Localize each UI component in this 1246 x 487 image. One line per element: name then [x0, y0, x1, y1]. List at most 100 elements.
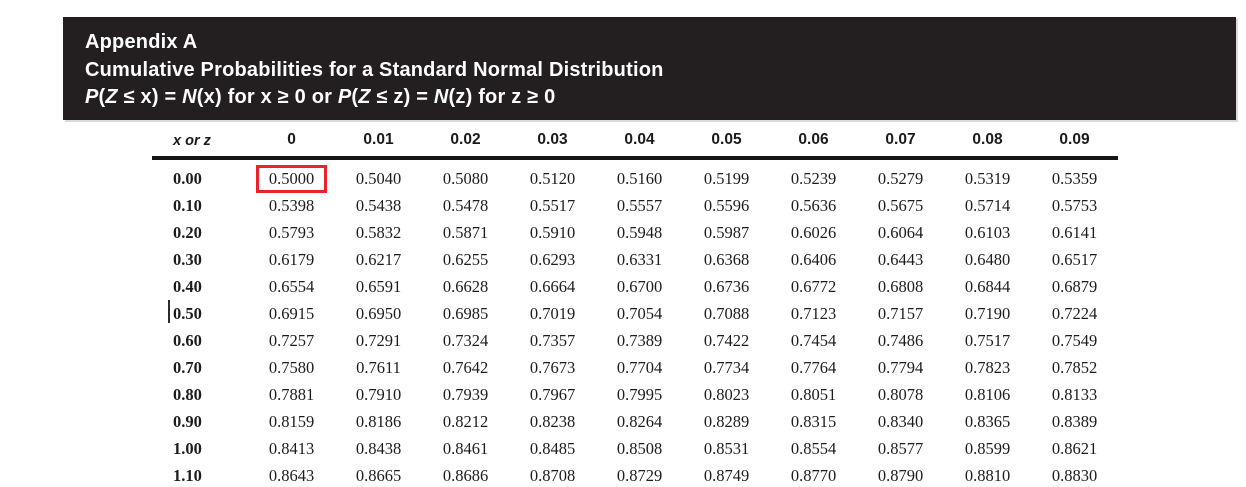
column-header: 0.02	[450, 131, 481, 148]
table-cell: 0.6554	[268, 276, 315, 296]
table-cell: 0.6772	[790, 276, 837, 296]
row-label: 0.90	[173, 411, 202, 431]
row-label: 1.10	[173, 465, 202, 485]
table-cell: 0.8461	[442, 438, 489, 458]
formula-segment: ≤ z) =	[370, 86, 434, 108]
table-cell: 0.8810	[964, 465, 1011, 485]
table-cell: 0.7939	[442, 384, 489, 404]
table-cell: 0.6255	[442, 249, 489, 269]
formula-segment: Z	[105, 86, 118, 108]
table-row: 1.10 0.8643 0.8665 0.8686 0.8708 0.8729 0.8749…	[152, 462, 1118, 487]
table-cell: 0.5160	[616, 168, 663, 188]
highlighted-value-box: 0.5000	[255, 164, 328, 193]
table-cell: 0.7389	[616, 330, 663, 350]
table-cell: 0.8643	[268, 465, 315, 485]
table-row: 0.00 0.5000 0.5040 0.5080 0.5120 0.5160 0.5199…	[152, 158, 1118, 193]
row-label: 0.00	[173, 168, 202, 188]
formula-segment: ≤ x) =	[117, 86, 183, 108]
table-cell: 0.8023	[703, 384, 750, 404]
table-cell: 0.8770	[790, 465, 837, 485]
table-cell: 0.8365	[964, 411, 1011, 431]
table-cell: 0.7422	[703, 330, 750, 350]
table-cell: 0.7454	[790, 330, 837, 350]
table-cell: 0.6179	[268, 249, 315, 269]
table-cell: 0.6293	[529, 249, 576, 269]
table-cell: 0.8051	[790, 384, 837, 404]
table-row: 0.60 0.7257 0.7291 0.7324 0.7357 0.7389 0.7422…	[152, 327, 1118, 354]
table-cell: 0.8729	[616, 465, 663, 485]
table-cell: 0.7123	[790, 303, 837, 323]
table-cell: 0.6985	[442, 303, 489, 323]
table-cell: 0.6331	[616, 249, 663, 269]
table-cell: 0.7823	[964, 357, 1011, 377]
table-cell: 0.7190	[964, 303, 1011, 323]
column-header: 0.01	[363, 131, 394, 148]
formula-segment: P	[337, 86, 352, 108]
table-cell: 0.6517	[1051, 249, 1098, 269]
table-row: 0.20 0.5793 0.5832 0.5871 0.5910 0.5948 0.5987…	[152, 219, 1118, 246]
table-cell: 0.7580	[268, 357, 315, 377]
table-cell: 0.8485	[529, 438, 576, 458]
table-cell: 0.5753	[1051, 195, 1098, 215]
table-cell: 0.6628	[442, 276, 489, 296]
table-cell: 0.5714	[964, 195, 1011, 215]
row-label: 1.00	[173, 438, 202, 458]
table-cell: 0.6026	[790, 222, 837, 242]
table-cell: 0.8621	[1051, 438, 1098, 458]
formula-segment: (z) for z ≥ 0	[448, 86, 556, 108]
table-cell: 0.5832	[355, 222, 402, 242]
table-cell: 0.6736	[703, 276, 750, 296]
table-cell: 0.7642	[442, 357, 489, 377]
table-cell: 0.5948	[616, 222, 663, 242]
table-cell: 0.5398	[268, 195, 315, 215]
table-cell: 0.5987	[703, 222, 750, 242]
table-cell: 0.8289	[703, 411, 750, 431]
table-cell: 0.8531	[703, 438, 750, 458]
appendix-title: Appendix A	[85, 31, 198, 53]
table-row: 1.00 0.8413 0.8438 0.8461 0.8485 0.8508 0.8531…	[152, 435, 1118, 462]
table-cell: 0.8554	[790, 438, 837, 458]
table-cell: 0.7852	[1051, 357, 1098, 377]
table-cell: 0.7910	[355, 384, 402, 404]
table-cell: 0.7291	[355, 330, 402, 350]
formula-segment: (x) for x ≥ 0 or	[196, 86, 338, 108]
column-header: 0.09	[1059, 131, 1090, 148]
table-cell: 0.7517	[964, 330, 1011, 350]
table-cell: 0.5199	[703, 168, 750, 188]
table-header-row: x or z 0 0.01 0.02 0.03 0.04 0.05 0.06 0.07 0.08…	[152, 131, 1118, 158]
table-cell: 0.8264	[616, 411, 663, 431]
formula-segment: (	[98, 86, 106, 108]
row-label: 0.10	[173, 195, 202, 215]
table-cell: 0.5478	[442, 195, 489, 215]
table-cell: 0.5596	[703, 195, 750, 215]
row-label: 0.20	[173, 222, 202, 242]
table-cell: 0.5319	[964, 168, 1011, 188]
z-table: x or z 0 0.01 0.02 0.03 0.04 0.05 0.06 0.07 0.08…	[152, 131, 1118, 487]
table-cell: 0.8212	[442, 411, 489, 431]
text-cursor	[168, 300, 170, 323]
probability-formula: P(Z ≤ x) = N(x) for x ≥ 0 or P(Z ≤ z) = …	[85, 84, 1236, 112]
table-cell: 0.6141	[1051, 222, 1098, 242]
table-cell: 0.6879	[1051, 276, 1098, 296]
table-cell: 0.6844	[964, 276, 1011, 296]
table-title: Cumulative Probabilities for a Standard …	[85, 58, 664, 81]
table-row: 0.30 0.6179 0.6217 0.6255 0.6293 0.6331 0.6368…	[152, 246, 1118, 273]
table-cell: 0.8315	[790, 411, 837, 431]
table-cell: 0.5040	[355, 168, 402, 188]
table-cell: 0.8340	[877, 411, 924, 431]
table-cell: 0.7549	[1051, 330, 1098, 350]
table-cell: 0.5359	[1051, 168, 1098, 188]
column-header: 0.04	[624, 131, 655, 148]
table-cell: 0.8133	[1051, 384, 1098, 404]
table-cell: 0.5557	[616, 195, 663, 215]
table-cell: 0.8438	[355, 438, 402, 458]
table-cell: 0.8749	[703, 465, 750, 485]
table-row: 0.80 0.7881 0.7910 0.7939 0.7967 0.7995 0.8023…	[152, 381, 1118, 408]
title-banner: Appendix A Cumulative Probabilities for …	[63, 17, 1236, 120]
table-cell: 0.8186	[355, 411, 402, 431]
table-cell: 0.7794	[877, 357, 924, 377]
table-row: 0.90 0.8159 0.8186 0.8212 0.8238 0.8264 0.8289…	[152, 408, 1118, 435]
table-cell: 0.7088	[703, 303, 750, 323]
table-cell: 0.5871	[442, 222, 489, 242]
table-cell: 0.5675	[877, 195, 924, 215]
